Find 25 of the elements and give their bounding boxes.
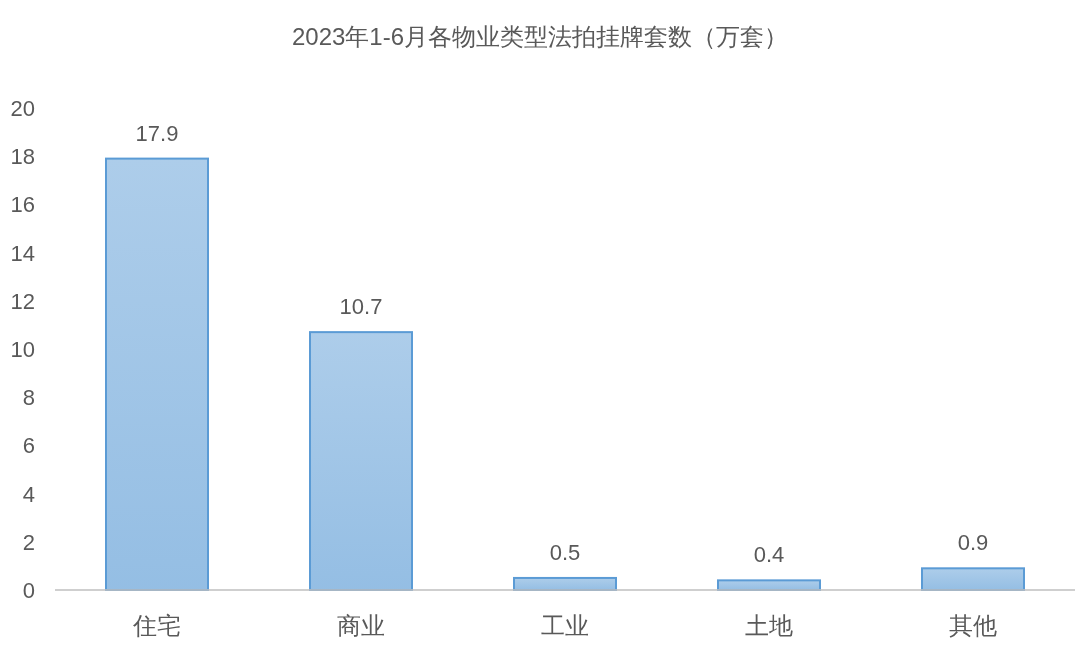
y-tick-label: 4 [22, 481, 35, 507]
y-tick-label: 12 [10, 288, 35, 314]
bar [105, 157, 209, 591]
y-tick-label: 0 [22, 578, 35, 603]
y-tick-label: 20 [10, 96, 35, 121]
y-tick-label: 18 [10, 144, 35, 170]
y-tick-label: 14 [10, 240, 35, 266]
y-tick-label: 10 [10, 337, 35, 362]
y-tick-label: 16 [10, 192, 35, 218]
y-tick-label: 2 [22, 529, 35, 555]
data-label: 0.4 [753, 542, 785, 568]
data-label: 0.5 [549, 539, 581, 565]
y-tick-label: 6 [22, 433, 35, 459]
bar [921, 567, 1025, 591]
data-label: 17.9 [135, 120, 179, 146]
x-tick-label: 土地 [745, 612, 793, 639]
x-tick-label: 其他 [949, 612, 997, 639]
chart-title: 2023年1-6月各物业类型法拍挂牌套数（万套） [291, 23, 789, 50]
y-tick-label: 8 [22, 385, 35, 411]
data-label: 0.9 [957, 530, 989, 556]
x-tick-label: 商业 [337, 612, 385, 639]
data-label: 10.7 [339, 294, 383, 320]
bar [309, 331, 413, 591]
x-tick-label: 工业 [541, 612, 589, 639]
x-tick-label: 住宅 [132, 612, 181, 639]
